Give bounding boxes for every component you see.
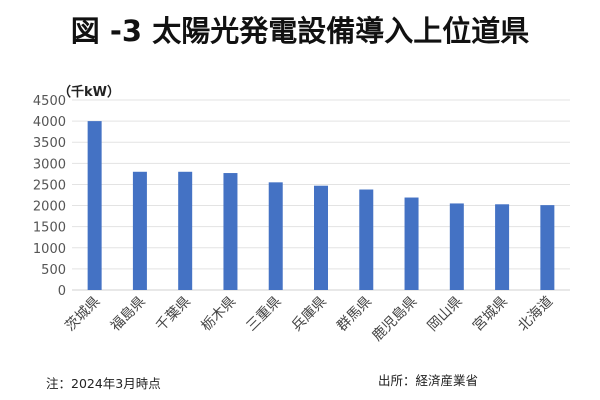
x-tick-label: 鹿児島県 [369,293,421,345]
y-tick-label: 0 [58,284,66,299]
bar [223,173,238,290]
x-tick-label: 栃木県 [198,294,239,335]
x-tick-label: 三重県 [244,294,285,335]
y-tick-label: 2500 [33,178,66,193]
y-tick-label: 500 [41,263,66,278]
x-tick-label: 岡山県 [425,294,466,335]
bar [449,203,464,290]
bar [87,121,102,290]
bar [178,171,193,290]
chart-title: 図 -3 太陽光発電設備導入上位道県 [70,14,530,48]
x-tick-label: 北海道 [515,294,556,335]
x-tick-label: 宮城県 [470,294,511,335]
x-tick-label: 兵庫県 [288,293,330,335]
bar [132,171,147,290]
y-tick-label: 3500 [33,136,66,151]
x-tick-label: 茨城県 [62,294,103,335]
source-note: 出所：経済産業省 [378,373,479,388]
footnote: 注：2024年3月時点 [46,376,161,391]
x-tick-label: 福島県 [108,294,149,335]
bar [314,185,328,290]
y-axis-unit-label: （千kW） [58,84,120,100]
bar [404,197,419,290]
x-tick-label: 千葉県 [153,294,194,335]
y-tick-label: 4000 [33,115,66,130]
y-tick-label: 3000 [33,157,66,172]
bar [359,189,374,290]
y-tick-label: 1000 [33,242,66,257]
bar [495,204,510,290]
y-tick-label: 1500 [33,221,66,236]
y-tick-label: 4500 [33,94,66,109]
y-tick-label: 2000 [33,200,66,215]
x-tick-label: 群馬県 [334,294,375,335]
bar [268,182,283,290]
bar [540,205,555,290]
